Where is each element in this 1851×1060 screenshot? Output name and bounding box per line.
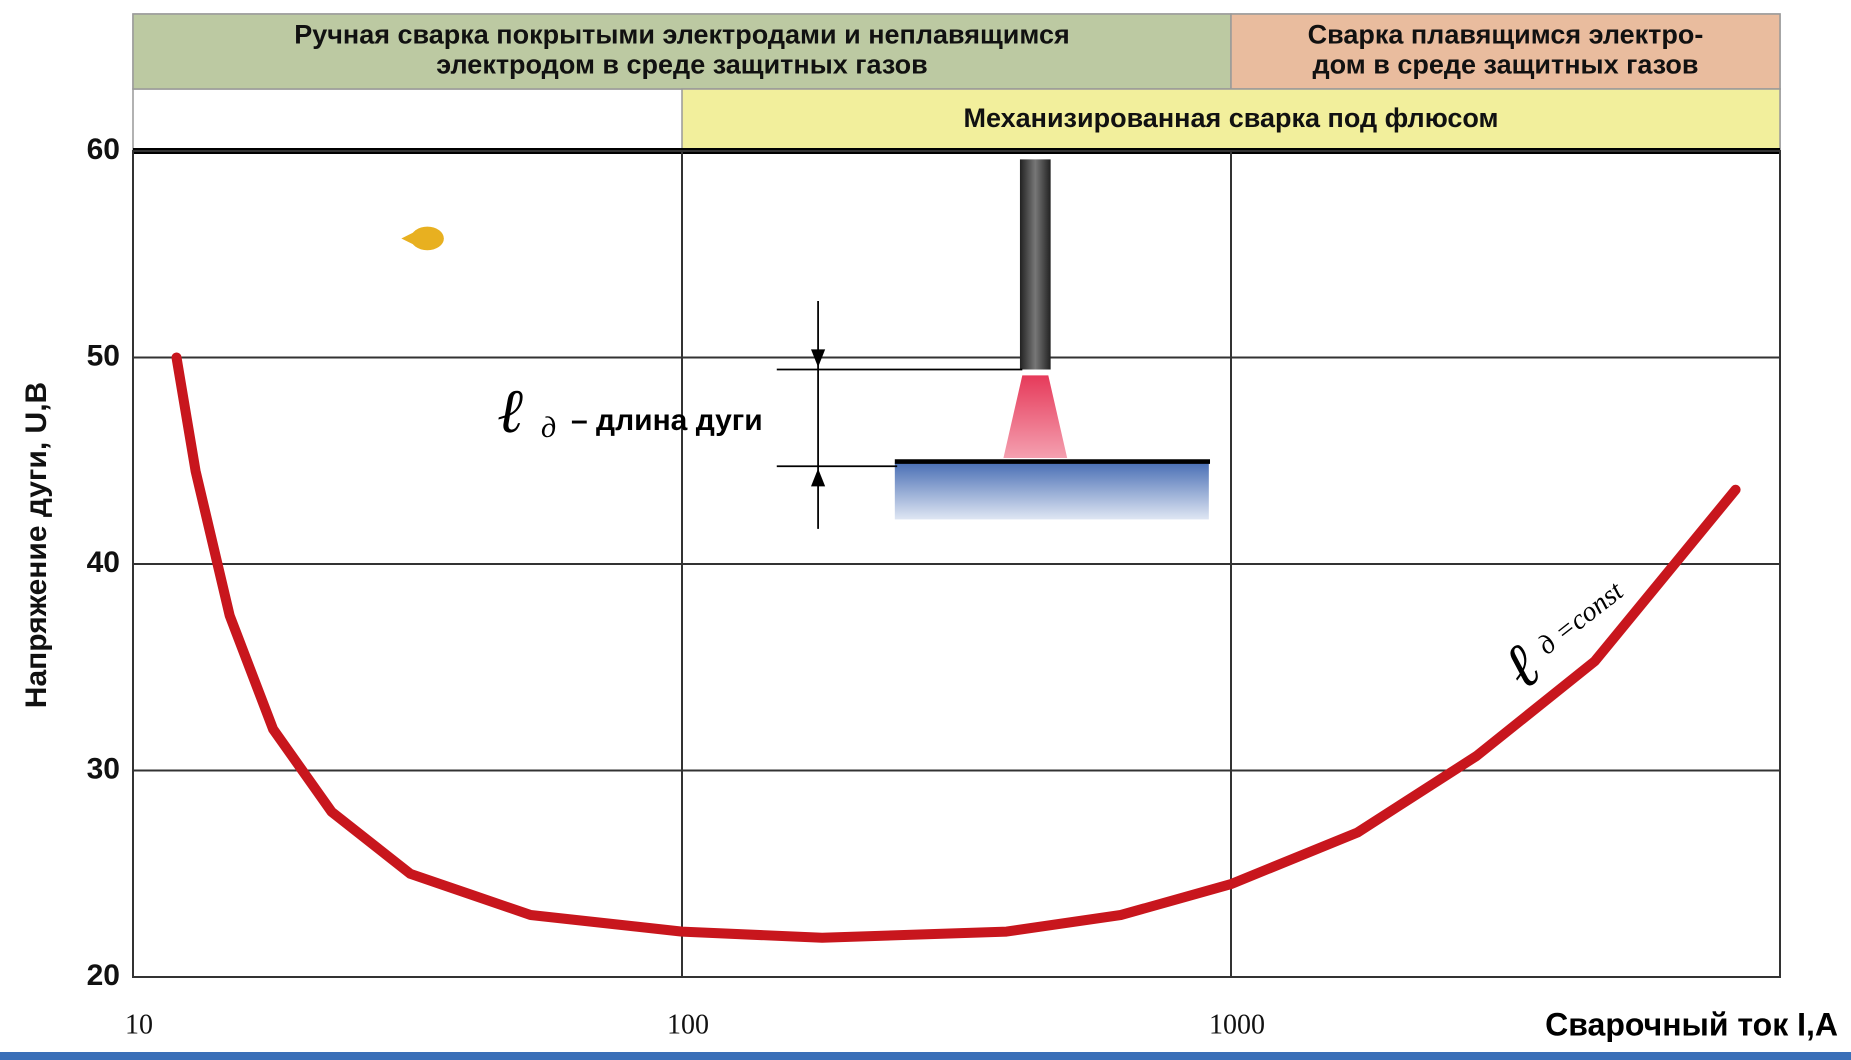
x-axis-label: Сварочный ток I,A <box>1545 1006 1838 1042</box>
x-tick-label: 100 <box>667 1009 709 1040</box>
y-tick-label: 60 <box>87 133 120 166</box>
arc-length-label: ℓ д – длина дуги <box>497 378 763 446</box>
droplet-tail <box>401 231 415 245</box>
band-label: Механизированная сварка под флюсом <box>963 103 1498 133</box>
arc <box>1003 375 1067 458</box>
bottom-strip <box>0 1052 1851 1060</box>
workpiece <box>895 463 1209 520</box>
band-label: Сварка плавящимся электро- <box>1308 20 1704 50</box>
y-tick-label: 40 <box>87 546 120 579</box>
band-label: Ручная сварка покрытыми электродами и не… <box>294 20 1070 50</box>
y-tick-label: 50 <box>87 339 120 372</box>
chart: Ручная сварка покрытыми электродами и не… <box>0 0 1851 1060</box>
band-label: дом в среде защитных газов <box>1312 50 1698 80</box>
arc-symbol: ℓ <box>497 378 523 446</box>
x-tick-label: 10 <box>125 1009 153 1040</box>
y-tick-label: 30 <box>87 752 120 785</box>
dim-arrow <box>811 469 825 487</box>
curve-subscript: д =const <box>1532 575 1630 661</box>
arc-text: – длина дуги <box>571 404 763 437</box>
electrode <box>1020 159 1051 369</box>
x-tick-label: 1000 <box>1209 1009 1265 1040</box>
droplet <box>411 227 444 251</box>
y-tick-label: 20 <box>87 959 120 992</box>
y-axis-label: Напряжение дуги, U,B <box>20 382 53 708</box>
band-label: электродом в среде защитных газов <box>436 50 927 80</box>
welding-illustration <box>401 159 1210 528</box>
arc-subscript: д <box>541 411 556 444</box>
